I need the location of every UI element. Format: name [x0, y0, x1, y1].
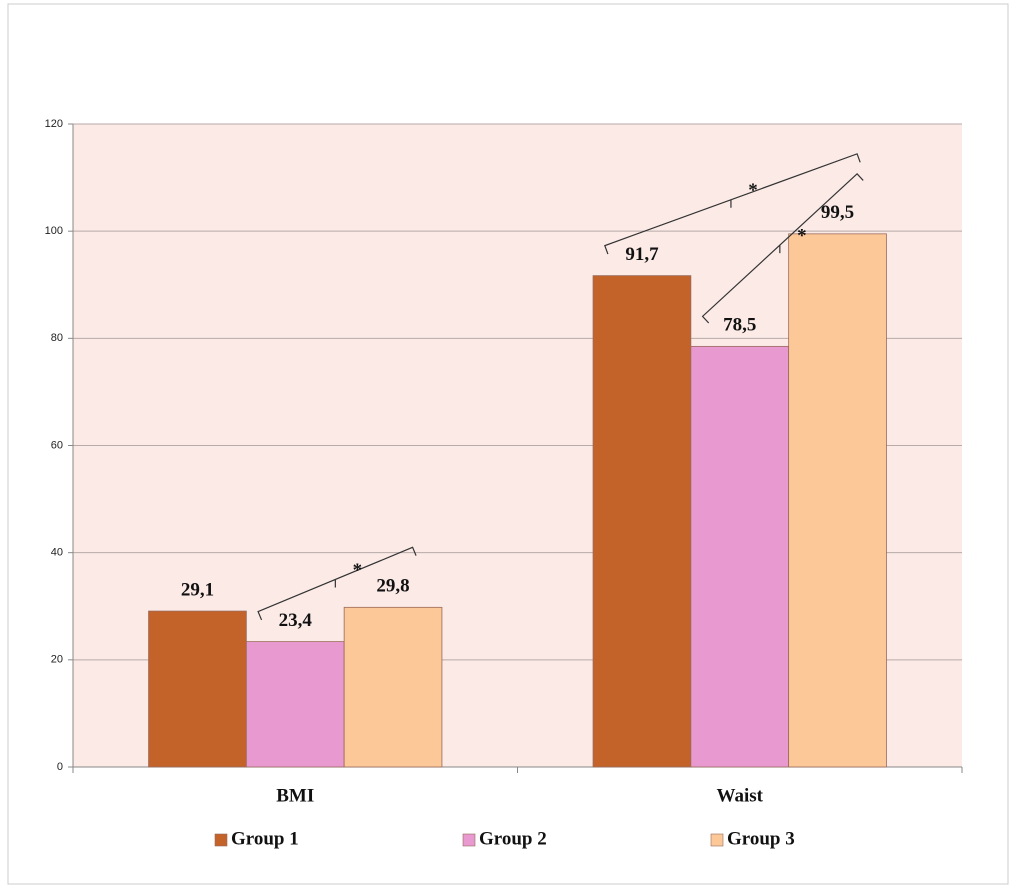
legend-label: Group 2 [479, 828, 547, 849]
y-tick-label: 20 [51, 654, 63, 666]
bar [592, 275, 692, 768]
data-label: 23,4 [279, 610, 313, 631]
y-tick-label: 80 [51, 332, 63, 344]
significance-label: * [797, 225, 807, 246]
legend-swatch [214, 833, 228, 847]
y-tick-label: 40 [51, 547, 63, 559]
significance-bracket [701, 172, 864, 324]
legend-swatch [462, 833, 476, 847]
significance-label: * [748, 180, 758, 201]
y-tick-label: 0 [57, 761, 63, 773]
x-tick-label: Waist [717, 785, 764, 806]
y-tick-label: 60 [51, 439, 63, 451]
data-label: 99,5 [821, 202, 854, 223]
bar [788, 233, 887, 768]
significance-bracket [257, 546, 417, 621]
y-tick-label: 120 [45, 118, 63, 130]
significance-bracket [604, 153, 861, 255]
y-tick-label: 100 [45, 225, 63, 237]
data-label: 29,1 [181, 579, 214, 600]
significance-label: * [353, 560, 363, 581]
legend-label: Group 1 [231, 828, 299, 849]
x-tick-label: BMI [276, 785, 314, 806]
data-label: 29,8 [376, 576, 409, 597]
bar [245, 641, 345, 768]
bar [148, 610, 247, 768]
bar [690, 345, 790, 768]
data-label: 78,5 [723, 315, 756, 336]
bar [343, 606, 443, 768]
data-label: 91,7 [625, 244, 659, 265]
legend-label: Group 3 [727, 828, 795, 849]
legend-swatch [710, 833, 724, 847]
